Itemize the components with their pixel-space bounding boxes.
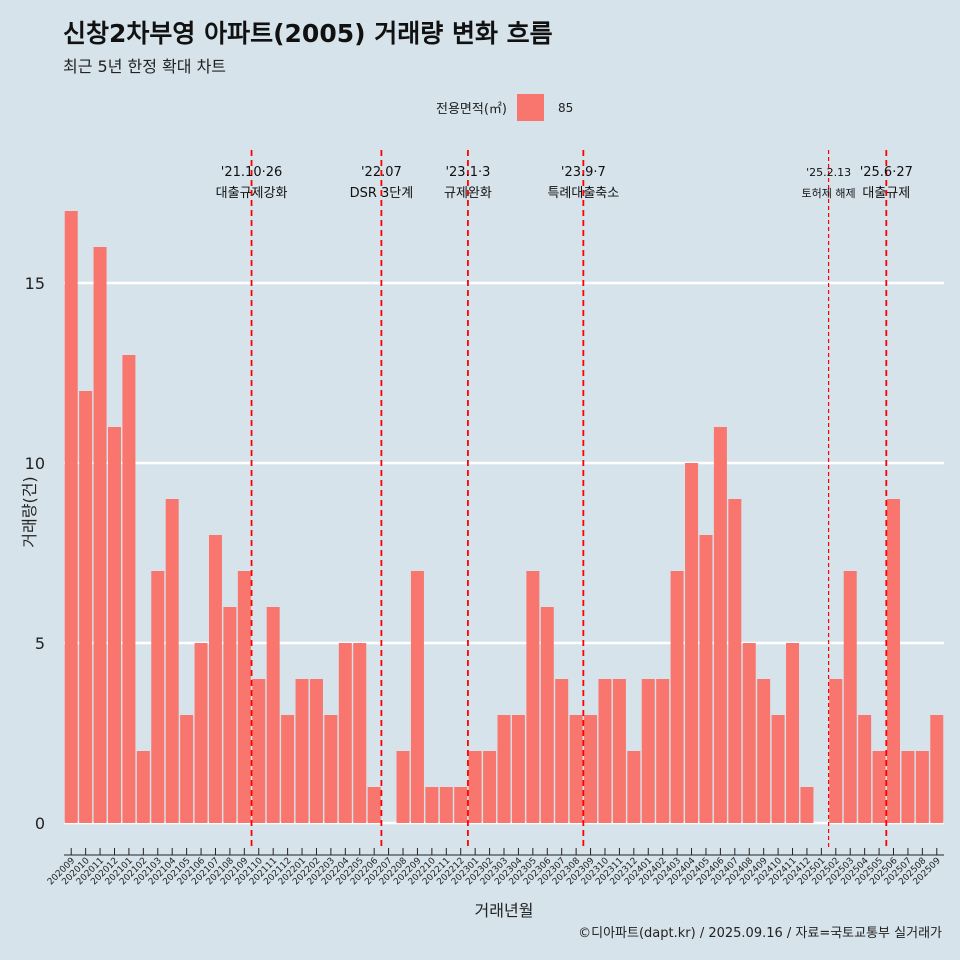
bar	[612, 679, 626, 823]
bar	[79, 391, 93, 823]
bar	[180, 715, 194, 823]
bar	[410, 571, 424, 823]
bar	[165, 499, 179, 823]
source-caption: ©디아파트(dapt.kr) / 2025.09.16 / 자료=국토교통부 실…	[578, 926, 942, 941]
bar	[930, 715, 944, 823]
annotation-date: '23.9·7	[561, 165, 606, 180]
bar	[208, 535, 222, 823]
bar	[295, 679, 309, 823]
bar	[64, 211, 78, 823]
bar	[194, 643, 208, 823]
bar	[526, 571, 540, 823]
bar	[872, 751, 886, 823]
bar	[598, 679, 612, 823]
legend-label: 85	[557, 100, 574, 115]
y-tick-label: 15	[25, 274, 45, 293]
bar	[367, 787, 381, 823]
bar	[555, 679, 569, 823]
annotation-label: 규제완화	[444, 186, 492, 201]
annotation-date: '21.10·26	[221, 165, 282, 180]
annotation-date: '23.1·3	[445, 165, 490, 180]
y-tick-label: 0	[35, 814, 45, 833]
annotation-label: 대출규제강화	[216, 186, 288, 201]
bar	[800, 787, 814, 823]
bar	[670, 571, 684, 823]
bar	[901, 751, 915, 823]
bar	[108, 427, 121, 823]
annotation-date: '25.2.13	[806, 166, 851, 179]
bar	[93, 247, 107, 823]
bar	[656, 679, 670, 823]
bar	[468, 751, 482, 823]
bar	[237, 571, 251, 823]
bar	[540, 607, 554, 823]
legend-title: 전용면적(㎡)	[436, 102, 507, 117]
y-tick-label: 10	[25, 454, 45, 473]
bar	[742, 643, 756, 823]
legend-swatch	[516, 94, 544, 121]
annotation-label: 특례대출축소	[547, 186, 619, 201]
bar	[771, 715, 785, 823]
bar	[511, 715, 525, 823]
bar	[887, 499, 900, 823]
annotation-label: DSR 3단계	[350, 186, 414, 201]
bar	[136, 751, 150, 823]
bar	[122, 355, 136, 823]
bar	[915, 751, 929, 823]
bar	[713, 427, 727, 823]
bar	[223, 607, 237, 823]
bar	[627, 751, 641, 823]
x-axis-title: 거래년월	[474, 901, 534, 920]
bar	[757, 679, 771, 823]
bar	[353, 643, 367, 823]
bar	[252, 679, 266, 823]
bar	[786, 643, 800, 823]
bar	[338, 643, 352, 823]
annotation-label: 대출규제	[862, 186, 910, 201]
bar	[569, 715, 583, 823]
bar	[454, 787, 468, 823]
y-axis-title: 거래량(건)	[20, 476, 39, 548]
y-tick-label: 5	[35, 634, 45, 653]
bar	[843, 571, 857, 823]
bar	[483, 751, 497, 823]
bar	[641, 679, 655, 823]
annotation-label: 토허제 해제	[802, 186, 856, 200]
bar	[584, 715, 598, 823]
bar	[309, 679, 323, 823]
bar	[728, 499, 742, 823]
bar	[829, 679, 843, 823]
bar	[497, 715, 511, 823]
bar	[439, 787, 453, 823]
bar	[685, 463, 699, 823]
bar	[151, 571, 165, 823]
chart-title: 신창2차부영 아파트(2005) 거래량 변화 흐름	[63, 19, 553, 48]
legend: 전용면적(㎡) 85	[436, 94, 573, 121]
bar	[266, 607, 280, 823]
annotation-date: '22.07	[361, 165, 402, 180]
bar	[281, 715, 295, 823]
bar	[858, 715, 872, 823]
bar	[425, 787, 439, 823]
annotation-date: '25.6·27	[860, 165, 913, 180]
bar	[699, 535, 713, 823]
chart-subtitle: 최근 5년 한정 확대 차트	[63, 57, 227, 76]
bar	[396, 751, 410, 823]
bar	[324, 715, 338, 823]
